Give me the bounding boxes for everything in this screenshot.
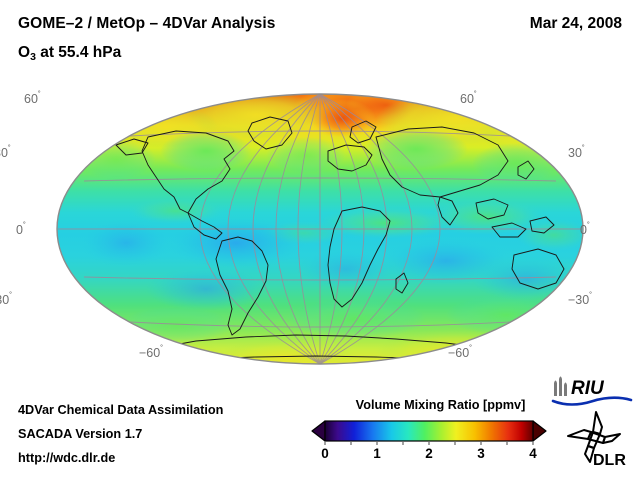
lat-label-right-m30: −30˚ xyxy=(568,291,593,308)
lat-label-right-m60: −60˚ xyxy=(448,344,473,361)
colorbar-extend-max xyxy=(532,420,547,442)
dlr-mark-icon xyxy=(567,411,621,463)
species-subscript: 3 xyxy=(30,51,36,63)
footer-line-version: SACADA Version 1.7 xyxy=(18,427,143,441)
lat-label-left-30: 30˚ xyxy=(0,144,11,161)
species-level-label: O3 at 55.4 hPa xyxy=(18,44,122,63)
colorbar-svg xyxy=(311,420,547,445)
footer-line-assimilation: 4DVar Chemical Data Assimilation xyxy=(18,403,224,417)
colorbar-tick-0: 0 xyxy=(321,446,329,461)
dlr-logo: DLR xyxy=(560,410,636,469)
dlr-wordmark: DLR xyxy=(593,452,626,468)
riu-wave-icon xyxy=(551,396,633,406)
colorbar-ticks xyxy=(324,442,534,445)
world-map: 60˚ 30˚ 0˚ −30˚ −60˚ 60˚ 30˚ 0˚ −30˚ −60… xyxy=(0,90,592,365)
colorbar-extend-min xyxy=(311,420,326,442)
lat-label-left-0: 0˚ xyxy=(16,221,26,238)
colorbar-tick-4: 4 xyxy=(529,446,537,461)
dlr-logo-svg: DLR xyxy=(567,411,626,469)
colorbar-tick-labels: 0 1 2 3 4 xyxy=(311,446,547,468)
lat-label-left-m60: −60˚ xyxy=(139,344,164,361)
colorbar-tick-1: 1 xyxy=(373,446,381,461)
riu-logo-svg: RIU xyxy=(551,376,633,406)
date-label: Mar 24, 2008 xyxy=(529,15,622,32)
lat-label-left-m30: −30˚ xyxy=(0,291,13,308)
colorbar xyxy=(311,419,547,445)
riu-chimney-icon xyxy=(554,376,567,396)
footer-line-url: http://wdc.dlr.de xyxy=(18,451,116,465)
pressure-level: at 55.4 hPa xyxy=(35,44,122,61)
colorbar-tick-2: 2 xyxy=(425,446,433,461)
graticule-meridians xyxy=(199,94,441,364)
lat-label-right-30: 30˚ xyxy=(568,144,585,161)
species-symbol: O xyxy=(18,44,31,61)
globe-outline xyxy=(56,93,584,365)
map-data-layer xyxy=(57,94,583,364)
colorbar-tick-3: 3 xyxy=(477,446,485,461)
riu-logo: RIU xyxy=(551,374,633,408)
colorbar-gradient xyxy=(324,420,534,442)
riu-wordmark: RIU xyxy=(571,378,605,399)
lat-label-left-60: 60˚ xyxy=(24,90,41,107)
lat-label-right-0: 0˚ xyxy=(580,221,590,238)
colorbar-title: Volume Mixing Ratio [ppmv] xyxy=(355,398,526,412)
page-title: GOME–2 / MetOp – 4DVar Analysis xyxy=(18,15,276,32)
lat-label-right-60: 60˚ xyxy=(460,90,477,107)
mollweide-map-svg xyxy=(56,93,584,365)
